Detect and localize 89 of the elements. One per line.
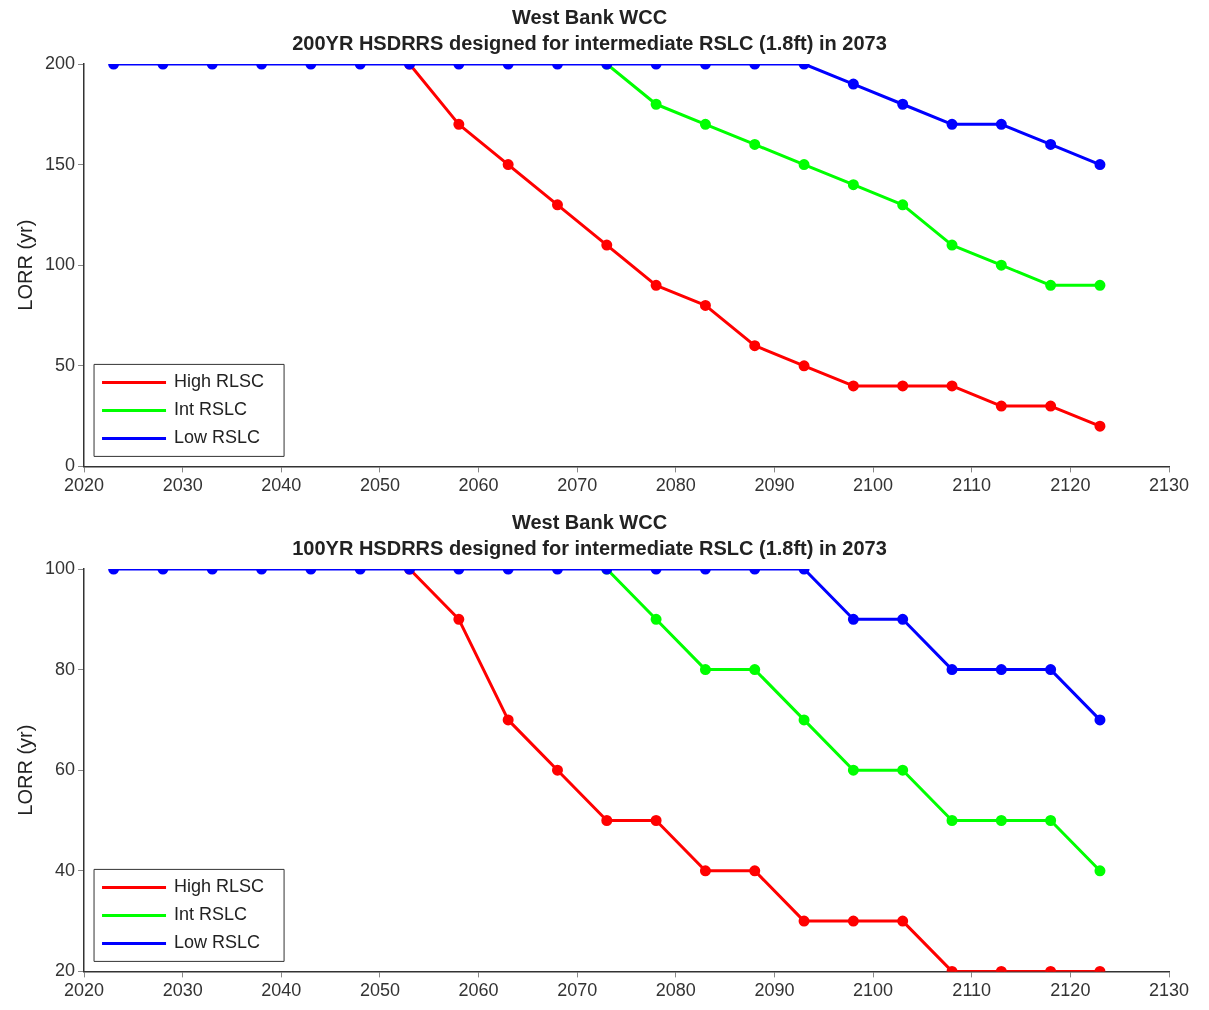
y-tick-label: 150 — [44, 153, 76, 174]
point — [502, 159, 514, 171]
point — [995, 815, 1007, 826]
x-tick-label: 2020 — [64, 980, 105, 1001]
x-tick-label: 2060 — [458, 980, 499, 1001]
point — [995, 664, 1007, 676]
point — [650, 815, 662, 826]
point — [995, 400, 1007, 412]
point — [650, 279, 662, 291]
y-tick-label: 100 — [44, 254, 76, 275]
chart-title: West Bank WCC — [511, 5, 668, 28]
point — [1094, 865, 1106, 877]
point — [847, 764, 859, 776]
x-tick-label: 2080 — [655, 980, 696, 1001]
point — [601, 815, 613, 826]
x-tick-label: 2050 — [359, 980, 400, 1001]
y-tick-label: 0 — [65, 455, 76, 476]
point — [847, 915, 859, 927]
x-tick-label: 2030 — [162, 980, 203, 1001]
point — [1094, 279, 1106, 291]
point — [1094, 420, 1106, 432]
x-tick-label: 2120 — [1050, 980, 1091, 1001]
point — [946, 664, 958, 676]
y-tick-label: 60 — [55, 759, 76, 780]
point — [897, 764, 909, 776]
point — [897, 915, 909, 927]
x-tick-label: 2020 — [64, 475, 105, 496]
y-tick-label: 20 — [55, 960, 76, 981]
legend-label: Low RSLC — [174, 427, 261, 448]
y-axis-title: LORR (yr) — [13, 219, 36, 311]
x-tick-label: 2090 — [754, 980, 795, 1001]
point — [847, 179, 859, 191]
x-tick-label: 2130 — [1148, 980, 1190, 1001]
x-tick-label: 2090 — [754, 475, 795, 496]
point — [551, 764, 563, 776]
point — [1094, 714, 1106, 726]
y-tick-label: 200 — [44, 52, 76, 73]
point — [749, 340, 761, 352]
legend-label: High RLSC — [174, 371, 265, 392]
chart-subtitle: 200YR HSDRRS designed for intermediate RSLC (1.8ft) in 2073 — [292, 31, 887, 54]
point — [798, 714, 810, 726]
x-tick-label: 2030 — [162, 475, 203, 496]
y-tick-label: 80 — [55, 658, 76, 679]
chart-subtitle: 100YR HSDRRS designed for intermediate RSLC (1.8ft) in 2073 — [292, 536, 887, 559]
point — [749, 664, 761, 676]
legend-label: Int RSLC — [174, 399, 248, 420]
x-tick-label: 2070 — [557, 475, 598, 496]
point — [995, 259, 1007, 271]
x-tick-label: 2100 — [853, 475, 894, 496]
point — [699, 865, 711, 877]
x-tick-label: 2100 — [853, 980, 894, 1001]
x-tick-label: 2040 — [261, 980, 302, 1001]
x-tick-label: 2050 — [359, 475, 400, 496]
x-tick-label: 2060 — [458, 475, 499, 496]
point — [798, 360, 810, 372]
point — [798, 915, 810, 927]
point — [946, 380, 958, 392]
point — [699, 299, 711, 311]
point — [1094, 159, 1106, 171]
point — [1045, 279, 1057, 291]
point — [551, 199, 563, 211]
point — [798, 159, 810, 171]
x-tick-label: 2130 — [1148, 475, 1190, 496]
point — [897, 380, 909, 392]
point — [946, 239, 958, 251]
legend-label: High RLSC — [174, 876, 265, 897]
point — [749, 865, 761, 877]
point — [946, 815, 958, 826]
point — [601, 239, 613, 251]
point — [502, 714, 514, 726]
point — [1045, 664, 1057, 676]
point — [847, 380, 859, 392]
x-tick-label: 2080 — [655, 475, 696, 496]
y-axis-title: LORR (yr) — [13, 724, 36, 816]
x-tick-label: 2110 — [952, 475, 992, 496]
x-tick-label: 2110 — [952, 980, 992, 1001]
legend-label: Int RSLC — [174, 904, 248, 925]
legend-label: Low RSLC — [174, 932, 261, 953]
y-tick-label: 40 — [55, 859, 76, 880]
x-tick-label: 2120 — [1050, 475, 1091, 496]
y-tick-label: 100 — [44, 557, 76, 578]
chart-title: West Bank WCC — [511, 510, 668, 533]
x-tick-label: 2040 — [261, 475, 302, 496]
x-tick-label: 2070 — [557, 980, 598, 1001]
point — [1045, 815, 1057, 826]
y-tick-label: 50 — [55, 354, 76, 375]
point — [1045, 400, 1057, 412]
point — [699, 664, 711, 676]
point — [897, 199, 909, 211]
